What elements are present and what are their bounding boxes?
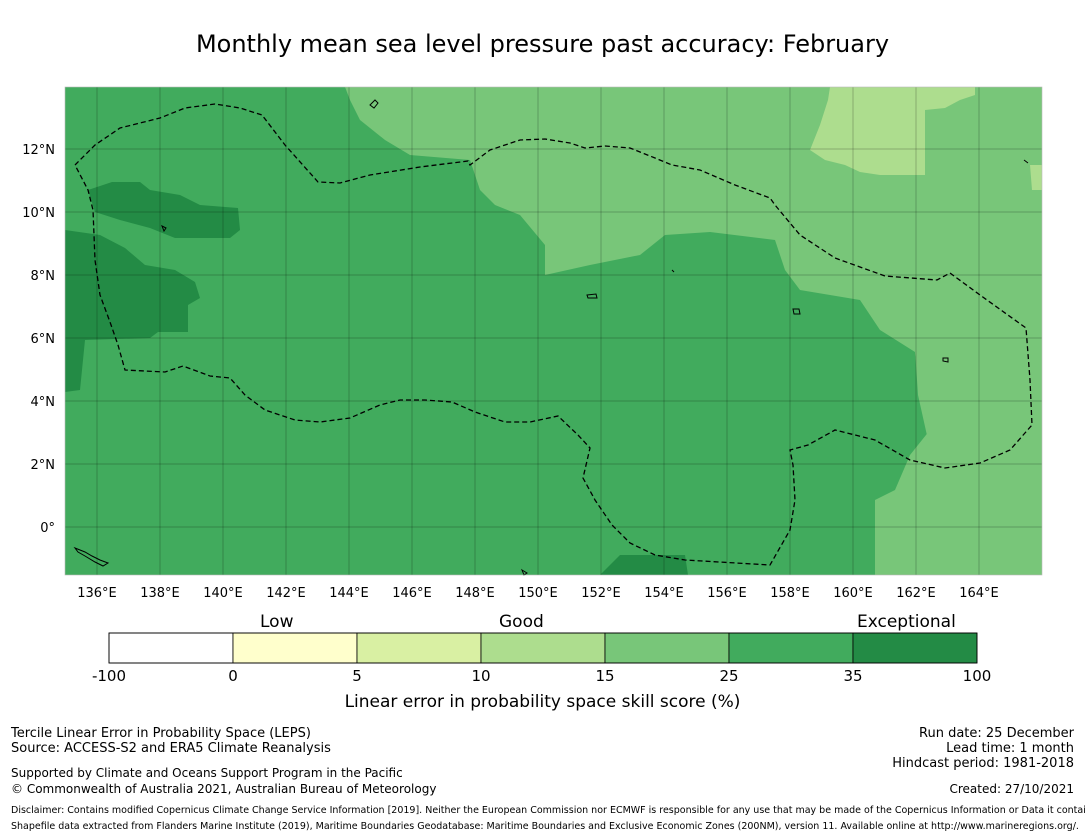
map-gridlines bbox=[65, 87, 1042, 575]
colorbar-tick: -100 bbox=[91, 667, 127, 685]
footer-disclaimer: Disclaimer: Contains modified Copernicus… bbox=[11, 805, 1085, 816]
islands bbox=[73, 99, 1029, 576]
region-skill-10-15-b bbox=[1030, 165, 1042, 190]
x-tick-142: 142°E bbox=[266, 586, 306, 601]
island-misc-1 bbox=[520, 568, 528, 576]
map-frame bbox=[64, 86, 1043, 576]
x-tick-162: 162°E bbox=[896, 586, 936, 601]
colorbar-category-exceptional: Exceptional bbox=[857, 612, 956, 632]
x-tick-156: 156°E bbox=[707, 586, 747, 601]
region-skill-35-100-a bbox=[88, 182, 240, 238]
island-yap bbox=[161, 224, 167, 233]
region-skill-35-100-c bbox=[600, 555, 688, 575]
colorbar-tick: 0 bbox=[228, 667, 238, 685]
footer-method: Tercile Linear Error in Probability Spac… bbox=[11, 726, 311, 741]
island-misc-2 bbox=[1023, 159, 1029, 164]
colorbar-tick: 10 bbox=[471, 667, 491, 685]
colorbar-category-good: Good bbox=[499, 612, 544, 632]
region-skill-35-100-b bbox=[65, 230, 200, 392]
x-tick-152: 152°E bbox=[581, 586, 621, 601]
chart-title: Monthly mean sea level pressure past acc… bbox=[195, 30, 890, 58]
eez-boundaries bbox=[74, 103, 1033, 566]
island-palau bbox=[73, 546, 110, 567]
region-skill-15-25-central bbox=[345, 87, 1042, 575]
colorbar-bin-5-10 bbox=[356, 632, 482, 664]
x-tick-136: 136°E bbox=[77, 586, 117, 601]
x-tick-140: 140°E bbox=[203, 586, 243, 601]
colorbar-tick: 25 bbox=[719, 667, 739, 685]
y-tick-10n: 10°N bbox=[22, 206, 55, 221]
footer-lead-time: Lead time: 1 month bbox=[946, 741, 1074, 756]
y-tick-12n: 12°N bbox=[22, 143, 55, 158]
footer-run-date: Run date: 25 December bbox=[919, 726, 1074, 741]
footer-source: Source: ACCESS-S2 and ERA5 Climate Reana… bbox=[11, 741, 331, 756]
x-tick-146: 146°E bbox=[392, 586, 432, 601]
x-tick-150: 150°E bbox=[518, 586, 558, 601]
x-tick-164: 164°E bbox=[959, 586, 999, 601]
footer-copyright: © Commonwealth of Australia 2021, Austra… bbox=[11, 782, 437, 796]
colorbar-label: Linear error in probability space skill … bbox=[344, 692, 741, 712]
colorbar-tick: 35 bbox=[843, 667, 863, 685]
colorbar-bin-neg bbox=[108, 632, 234, 664]
footer-shapefile: Shapefile data extracted from Flanders M… bbox=[11, 821, 1079, 832]
footer-created: Created: 27/10/2021 bbox=[949, 782, 1074, 796]
footer-hindcast: Hindcast period: 1981-2018 bbox=[892, 756, 1074, 771]
colorbar-category-low: Low bbox=[260, 612, 294, 632]
island-misc-3 bbox=[671, 269, 675, 273]
x-tick-154: 154°E bbox=[644, 586, 684, 601]
x-tick-138: 138°E bbox=[140, 586, 180, 601]
x-axis-labels: 136°E 138°E 140°E 142°E 144°E 146°E 148°… bbox=[77, 586, 999, 601]
x-tick-158: 158°E bbox=[770, 586, 810, 601]
colorbar-bin-35-100 bbox=[852, 632, 978, 664]
colorbar-frame bbox=[108, 632, 978, 664]
y-tick-0: 0° bbox=[40, 521, 55, 536]
y-tick-8n: 8°N bbox=[31, 269, 56, 284]
region-skill-10-15 bbox=[810, 87, 975, 175]
colorbar-tick: 100 bbox=[962, 667, 992, 685]
colorbar-bin-25-35 bbox=[728, 632, 854, 664]
x-tick-160: 160°E bbox=[833, 586, 873, 601]
colorbar-tick: 15 bbox=[595, 667, 615, 685]
x-tick-148: 148°E bbox=[455, 586, 495, 601]
colorbar-bin-0-5 bbox=[232, 632, 358, 664]
colorbar bbox=[108, 632, 978, 664]
island-chuuk bbox=[586, 293, 598, 299]
y-tick-2n: 2°N bbox=[31, 458, 56, 473]
island-kosrae bbox=[942, 357, 949, 363]
y-axis-labels: 12°N 10°N 8°N 6°N 4°N 2°N 0° bbox=[22, 143, 55, 536]
colorbar-bin-15-25 bbox=[604, 632, 730, 664]
island-pohnpei bbox=[792, 308, 801, 315]
skill-field bbox=[65, 87, 1042, 575]
x-tick-144: 144°E bbox=[329, 586, 369, 601]
colorbar-tick: 5 bbox=[352, 667, 362, 685]
colorbar-bin-10-15 bbox=[480, 632, 606, 664]
y-tick-6n: 6°N bbox=[31, 332, 56, 347]
y-tick-4n: 4°N bbox=[31, 395, 56, 410]
island-guam bbox=[369, 99, 379, 109]
region-skill-15-25-dot bbox=[515, 170, 527, 182]
footer-support: Supported by Climate and Oceans Support … bbox=[11, 766, 403, 780]
eez-boundary-palau-fsm bbox=[74, 103, 1033, 566]
